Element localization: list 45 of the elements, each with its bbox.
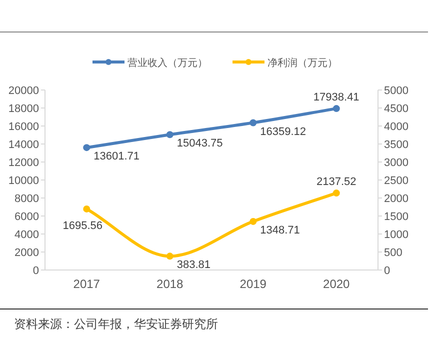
legend-label: 营业收入（万元） — [128, 57, 208, 69]
data-label: 1348.71 — [260, 224, 300, 236]
point — [83, 205, 90, 212]
point — [332, 105, 340, 112]
y-tick-label: 0 — [32, 265, 39, 277]
point — [250, 218, 257, 225]
y2-tick-label: 1000 — [384, 229, 408, 241]
y2-tick-label: 3000 — [384, 157, 408, 169]
y-tick-label: 8000 — [14, 193, 39, 205]
x-tick-label: 2020 — [323, 277, 350, 291]
point — [83, 144, 90, 152]
data-label: 15043.75 — [176, 138, 223, 150]
x-tick-label: 2019 — [240, 277, 267, 291]
y2-tick-label: 3500 — [384, 139, 408, 151]
data-label: 16359.12 — [260, 126, 306, 138]
point — [166, 252, 174, 260]
x-tick-label: 2017 — [73, 277, 100, 291]
data-label: 2137.52 — [316, 176, 356, 188]
y-tick-label: 2000 — [14, 247, 39, 259]
y-tick-label: 16000 — [8, 121, 39, 133]
y2-tick-label: 4000 — [384, 121, 408, 133]
y-tick-label: 12000 — [8, 157, 39, 169]
data-label: 13601.71 — [94, 150, 140, 163]
data-label: 383.81 — [176, 259, 211, 272]
point — [250, 119, 257, 126]
point — [166, 131, 174, 138]
y2-tick-label: 500 — [384, 247, 402, 259]
x-tick-label: 2018 — [156, 277, 184, 291]
point — [332, 190, 340, 197]
y2-tick-label: 5000 — [384, 85, 408, 97]
y-tick-label: 6000 — [14, 211, 39, 223]
y2-tick-label: 2500 — [384, 175, 408, 187]
text: 资料来源：公司年报，华安证券研究所 — [14, 317, 218, 331]
legend-label: 净利润（万元） — [268, 57, 338, 69]
y-tick-label: 4000 — [14, 229, 39, 241]
y2-tick-label: 0 — [384, 265, 390, 277]
y2-tick-label: 4500 — [384, 103, 408, 115]
y-tick-label: 10000 — [8, 175, 39, 187]
data-label: 1695.56 — [62, 220, 103, 232]
y-tick-label: 14000 — [8, 139, 39, 151]
y-tick-label: 20000 — [8, 85, 39, 97]
y2-tick-label: 2000 — [384, 193, 408, 205]
y-tick-label: 18000 — [8, 103, 39, 115]
y2-tick-label: 1500 — [384, 211, 408, 223]
data-label: 17938.41 — [313, 92, 360, 104]
